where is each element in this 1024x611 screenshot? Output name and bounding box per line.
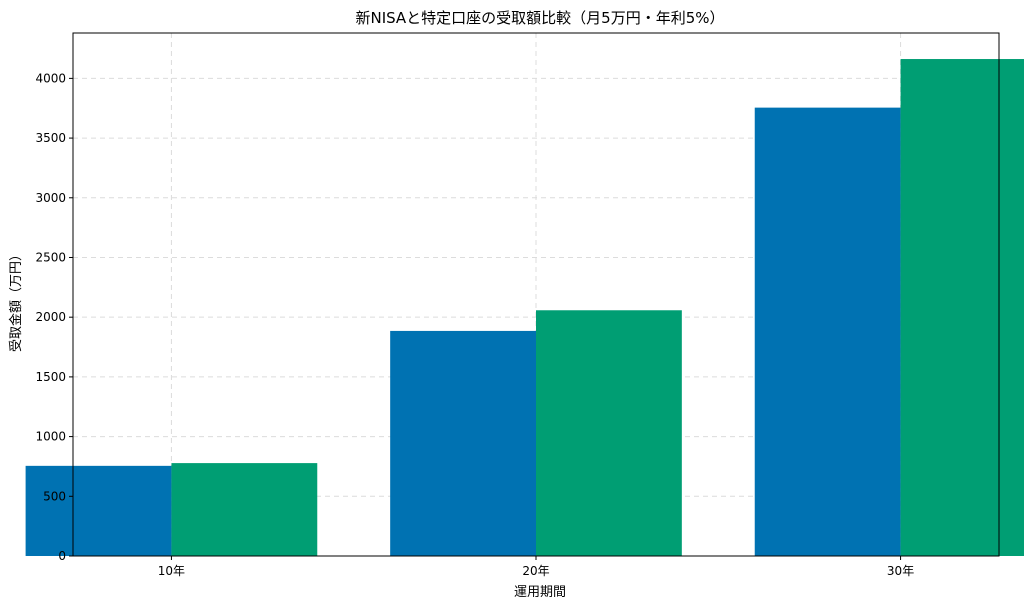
- y-tick-label: 1000: [35, 430, 66, 444]
- bar-series1-10年: [25, 465, 172, 556]
- y-tick-label: 2000: [35, 310, 66, 324]
- bar-series2-30年: [900, 59, 1024, 557]
- y-tick-label: 0: [58, 549, 66, 563]
- y-tick-label: 1500: [35, 370, 66, 384]
- x-axis-label: 運用期間: [514, 585, 566, 600]
- x-axis: 10年 20年 30年: [158, 556, 914, 578]
- y-tick-label: 3500: [35, 131, 66, 145]
- bar-series2-20年: [536, 310, 682, 556]
- y-tick-label: 4000: [35, 71, 66, 85]
- bar-series1-30年: [754, 107, 901, 556]
- chart-title: 新NISAと特定口座の受取額比較（月5万円・年利5%）: [355, 9, 724, 27]
- y-axis-label: 受取金額（万円）: [8, 248, 24, 352]
- x-tick-label: 10年: [158, 564, 185, 578]
- y-axis: 0 500 1000 1500 2000 2500 3000 3500 4000: [35, 71, 73, 563]
- bar-series1-20年: [390, 330, 536, 556]
- bar-series2-10年: [171, 463, 318, 556]
- y-tick-label: 2500: [35, 250, 66, 264]
- x-tick-label: 20年: [522, 564, 549, 578]
- x-tick-label: 30年: [887, 564, 914, 578]
- y-tick-label: 3000: [35, 191, 66, 205]
- bars: [25, 59, 1024, 557]
- y-tick-label: 500: [43, 489, 66, 503]
